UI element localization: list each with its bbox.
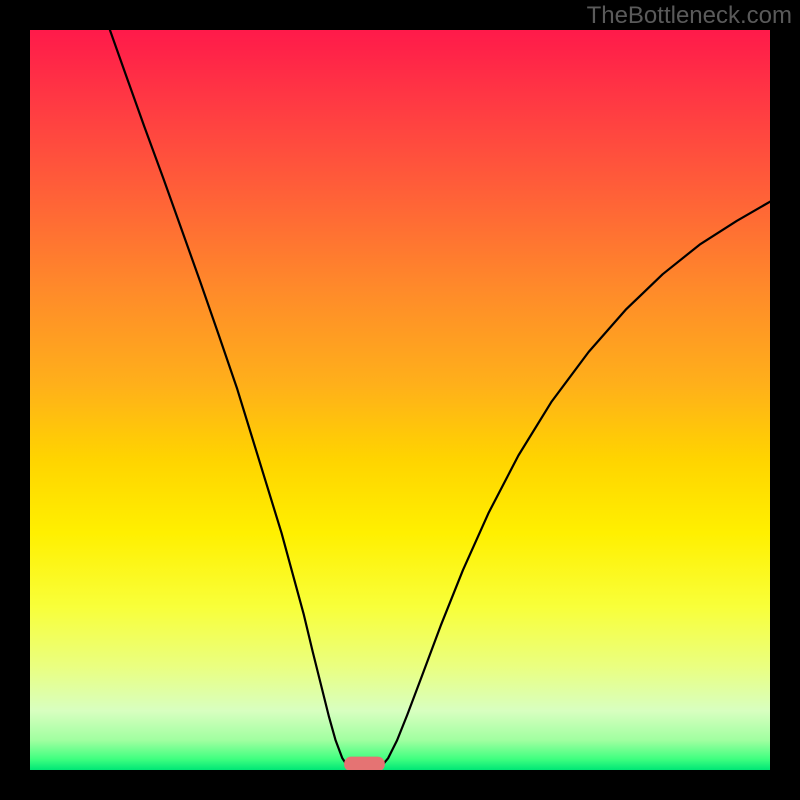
chart-container: TheBottleneck.com	[0, 0, 800, 800]
minimum-marker	[344, 757, 385, 772]
bottleneck-curve-chart	[0, 0, 800, 800]
plot-background-gradient	[30, 30, 770, 770]
watermark-text: TheBottleneck.com	[587, 2, 792, 30]
